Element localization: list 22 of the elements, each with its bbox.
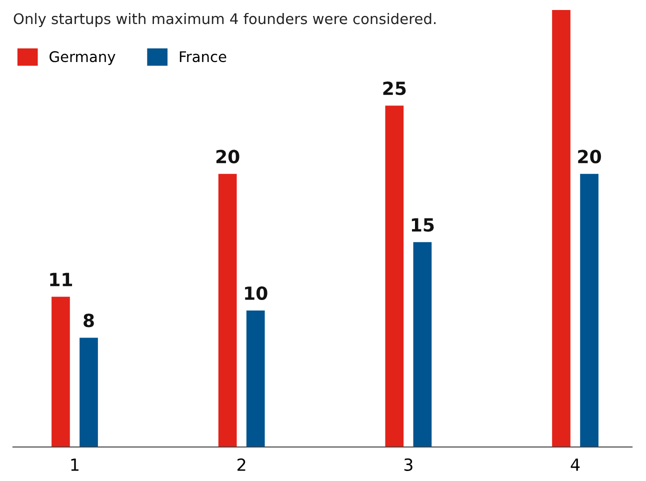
- data-label: 10: [245, 286, 268, 300]
- bar: [80, 338, 98, 447]
- data-label: 25: [383, 81, 406, 96]
- bar: [246, 310, 265, 447]
- legend-label: France: [180, 51, 226, 62]
- x-tick-label: 1: [71, 458, 78, 471]
- bar: [552, 10, 570, 447]
- data-label: 8: [84, 314, 94, 328]
- data-label: 15: [412, 218, 434, 232]
- x-tick-label: 2: [238, 458, 246, 471]
- bar: [580, 174, 598, 447]
- bar: [218, 174, 237, 447]
- legend-label: Germany: [50, 51, 116, 65]
- data-label: 20: [216, 150, 240, 164]
- chart-title: Only startups with maximum 4 founders were considered.: [14, 12, 436, 28]
- x-tick-label: 4: [570, 458, 580, 471]
- data-label: 11: [50, 272, 72, 286]
- bar: [52, 296, 70, 447]
- bar: [413, 242, 432, 447]
- x-tick-label: 3: [404, 458, 412, 472]
- data-label: 20: [578, 150, 601, 164]
- bar: [385, 106, 404, 447]
